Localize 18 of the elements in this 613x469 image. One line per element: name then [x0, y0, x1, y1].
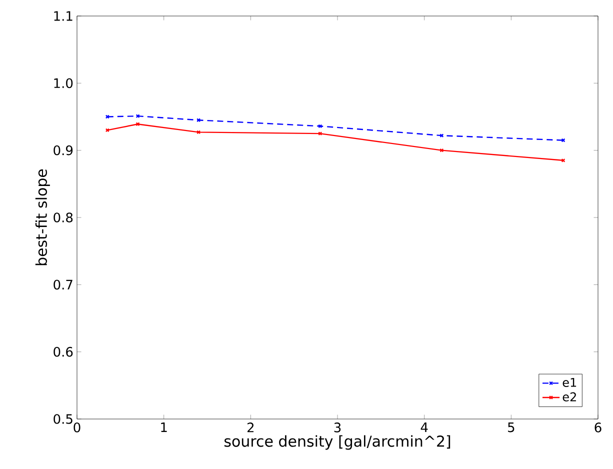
- x-tick-label: 2: [247, 422, 254, 432]
- legend-label: e2: [562, 392, 576, 402]
- x-tick-label: 6: [594, 422, 602, 432]
- y-axis-title: best-fit slope: [35, 169, 50, 266]
- y-tick-label: 1.1: [54, 11, 72, 21]
- y-tick-label: 0.9: [54, 145, 73, 156]
- x-tick-label: 0: [74, 422, 80, 432]
- x-tick-label: 1: [161, 422, 167, 432]
- x-tick-label: 3: [334, 422, 341, 432]
- y-tick-label: 0.8: [54, 212, 73, 222]
- x-axis-title: source density [gal/arcmin^2]: [224, 435, 450, 450]
- y-tick-label: 0.6: [54, 346, 73, 357]
- y-tick-label: 1.0: [54, 78, 73, 88]
- y-tick-label: 0.7: [54, 280, 72, 290]
- y-tick-label: 0.5: [54, 414, 72, 424]
- x-tick-label: 4: [420, 422, 428, 432]
- legend-label: e1: [562, 378, 576, 387]
- x-tick-label: 5: [508, 422, 514, 432]
